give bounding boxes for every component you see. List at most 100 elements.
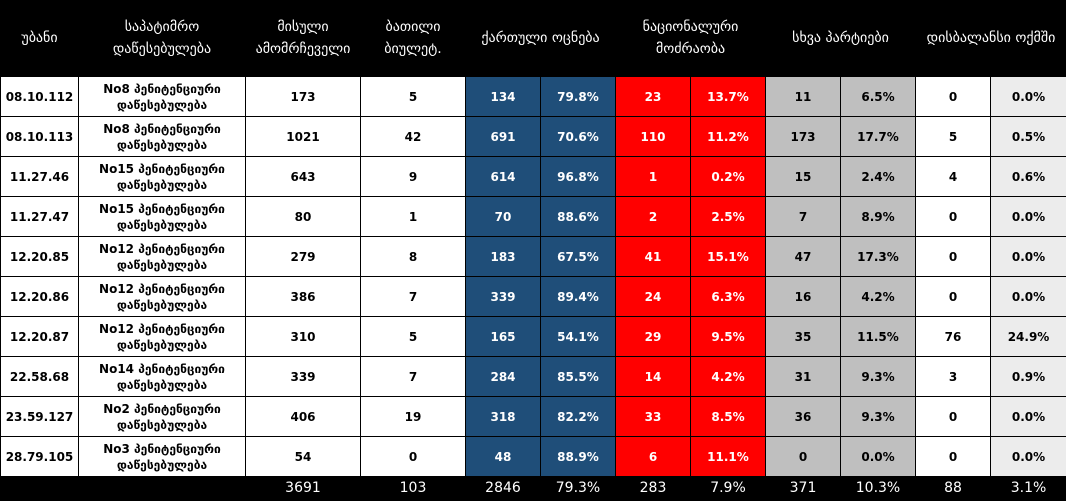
cell: 08.10.112 [0,76,79,117]
total-cell: 10.3% [840,476,916,499]
cell: 76 [915,316,991,357]
table-row: 08.10.113 No8 პენიტენციური დაწესებულება 10… [0,116,1066,157]
header-row: უბანი საპატიმრო დაწესებულება მისული ამომრჩ… [1,0,1066,77]
cell: 88.6% [540,196,616,237]
cell: 33 [615,396,691,437]
cell: 9 [360,156,466,197]
cell: 9.5% [690,316,766,357]
cell: 12.20.87 [0,316,79,357]
table-row: 11.27.46 No15 პენიტენციური დაწესებულება 64… [0,156,1066,197]
column-header: დისბალანსი ოქმში [926,30,1056,46]
cell: No8 პენიტენციური დაწესებულება [78,116,246,157]
cell: 0.0% [989,396,1066,437]
total-cell: 88 [915,476,991,499]
cell: 1 [360,196,466,237]
cell: 386 [245,276,361,317]
cell: 6 [615,436,691,477]
cell: 96.8% [540,156,616,197]
cell: 8.9% [840,196,916,237]
cell: 8 [360,236,466,277]
cell: 31 [765,356,841,397]
cell: 67.5% [540,236,616,277]
total-cell: 7.9% [690,476,766,499]
column-header: მისული ამომრჩეველი [255,19,351,57]
cell: 4.2% [690,356,766,397]
cell: 4 [915,156,991,197]
cell: 9.3% [840,396,916,437]
cell: 110 [615,116,691,157]
cell: 12.20.86 [0,276,79,317]
cell: 3 [915,356,991,397]
cell: 7 [360,276,466,317]
cell: 82.2% [540,396,616,437]
cell: 19 [360,396,466,437]
column-header: საპატიმრო დაწესებულება [112,19,212,57]
column-header: ქართული ოცნება [481,30,600,46]
cell: 80 [245,196,361,237]
cell: 0 [915,196,991,237]
cell: 41 [615,236,691,277]
cell: 08.10.113 [0,116,79,157]
cell: 0 [915,76,991,117]
cell: No3 პენიტენციური დაწესებულება [78,436,246,477]
cell: 88.9% [540,436,616,477]
table-row: 11.27.47 No15 პენიტენციური დაწესებულება 80… [0,196,1066,237]
cell: 0.0% [989,276,1066,317]
cell: 85.5% [540,356,616,397]
cell: 11.1% [690,436,766,477]
cell: 28.79.105 [0,436,79,477]
cell: 29 [615,316,691,357]
cell: 0.0% [840,436,916,477]
cell: 173 [765,116,841,157]
cell: 2.4% [840,156,916,197]
cell: 13.7% [690,76,766,117]
table-row: 12.20.87 No12 პენიტენციური დაწესებულება 31… [0,316,1066,357]
cell: 70 [465,196,541,237]
cell: 11.27.47 [0,196,79,237]
cell: 173 [245,76,361,117]
cell: No15 პენიტენციური დაწესებულება [78,156,246,197]
cell: 643 [245,156,361,197]
total-cell: 3.1% [990,476,1066,499]
cell: 23 [615,76,691,117]
cell: 14 [615,356,691,397]
cell: 24.9% [989,316,1066,357]
cell: 0 [360,436,466,477]
cell: 0 [765,436,841,477]
cell: No12 პენიტენციური დაწესებულება [78,276,246,317]
table-row: 08.10.112 No8 პენიტენციური დაწესებულება 17… [0,76,1066,117]
cell: 0 [915,276,991,317]
cell: No8 პენიტენციური დაწესებულება [78,76,246,117]
cell: 17.7% [840,116,916,157]
cell: 23.59.127 [0,396,79,437]
cell: 54 [245,436,361,477]
table-row: 12.20.85 No12 პენიტენციური დაწესებულება 27… [0,236,1066,277]
table-row: 28.79.105 No3 პენიტენციური დაწესებულება 54… [0,436,1066,477]
cell: 47 [765,236,841,277]
table-row: 23.59.127 No2 პენიტენციური დაწესებულება 40… [0,396,1066,437]
cell: No15 პენიტენციური დაწესებულება [78,196,246,237]
total-cell: 3691 [245,476,361,499]
cell: 5 [360,76,466,117]
column-header: უბანი [21,30,58,46]
totals-row: 3691 103 2846 79.3% 283 7.9% 371 10.3% 88 3.1% [0,476,1066,499]
cell: 17.3% [840,236,916,277]
cell: 0.5% [989,116,1066,157]
empty-cell [0,476,79,499]
cell: 0.2% [690,156,766,197]
table-row: 12.20.86 No12 პენიტენციური დაწესებულება 38… [0,276,1066,317]
cell: 54.1% [540,316,616,357]
total-cell: 2846 [465,476,541,499]
cell: 0.0% [989,196,1066,237]
cell: No14 პენიტენციური დაწესებულება [78,356,246,397]
column-header: ნაციონალური მოძრაობა [642,19,739,57]
cell: 11.2% [690,116,766,157]
cell: 6.3% [690,276,766,317]
cell: 7 [765,196,841,237]
cell: 284 [465,356,541,397]
cell: No12 პენიტენციური დაწესებულება [78,236,246,277]
cell: 5 [360,316,466,357]
cell: 614 [465,156,541,197]
